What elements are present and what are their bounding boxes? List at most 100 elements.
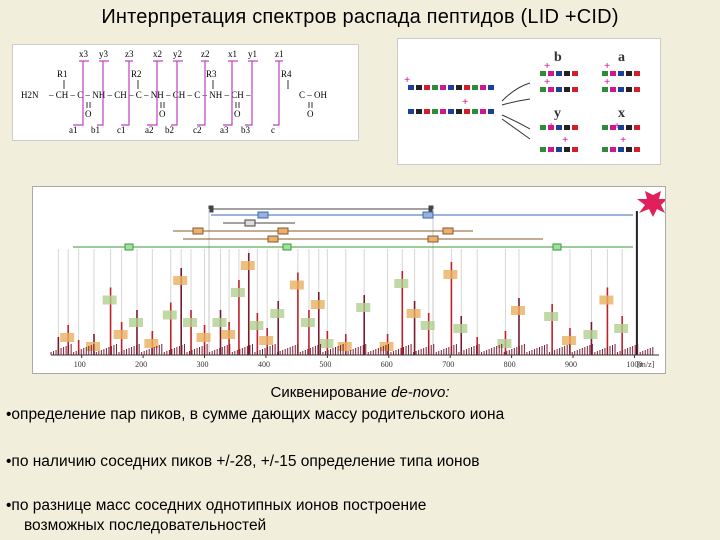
spectrum-plot: 100 200 300 400 500 600 700 800 900 1000 [m/z] [50,191,667,369]
precursor-residue [424,85,430,90]
x-tick-label: 900 [565,360,577,369]
precursor-residue [448,85,454,90]
y-ion-residue [548,125,554,130]
y-ion-residue [556,147,562,152]
precursor-residue [480,109,486,114]
peak-annotation [85,342,100,351]
peak-annotation [162,310,177,320]
sequence-ladders [73,205,633,355]
page-title: Интерпретация спектров распада пептидов … [101,6,619,28]
top-label: z1 [275,49,284,59]
precursor-residue [464,85,470,90]
bullet-text: •по разнице масс соседних однотипных ион… [6,497,427,514]
peak-annotation [337,342,352,351]
peak-annotation [510,306,525,315]
caption-italic: de-novo: [391,384,450,401]
peak-annotation [406,309,421,318]
peak-annotation [544,312,559,321]
bottom-label: a3 [220,125,229,135]
peptide-fragmentation-scheme: x3 y3 z3 x2 y2 z2 x1 y1 z1 R1 R2 R3 R4 H… [12,44,359,141]
peak-annotation [394,279,409,288]
x-tick-label: 1000 [626,360,642,369]
precursor-residue [424,109,430,114]
precursor-residue [440,85,446,90]
y-ion-residue [564,147,570,152]
x-ion-residue [626,147,632,152]
peptide-diagram: x3 y3 z3 x2 y2 z2 x1 y1 z1 R1 R2 R3 R4 H… [21,49,328,135]
bottom-label: a2 [145,125,154,135]
peak-annotation [144,339,159,348]
charge-plus-icon: + [544,76,550,88]
ion-label-b: b [554,50,562,65]
top-label: x3 [79,49,89,59]
o-label: O [85,109,92,119]
x-ion-residue [634,125,640,130]
peak-annotation [249,321,264,330]
y-ion-residue [540,125,546,130]
b-ion-residue [548,71,554,76]
peak-annotation [240,261,255,270]
peak-annotation [319,339,334,348]
x-ion-residue [618,147,624,152]
peak-annotation [356,303,371,312]
peak-annotation [497,339,512,348]
precursor-residue [464,109,470,114]
top-label: y3 [99,49,109,59]
a-ion-residue [634,87,640,92]
x-ion-residue [626,125,632,130]
bullet-point: •по наличию соседних пиков +/-28, +/-15 … [6,453,480,470]
x-ion-residue [602,125,608,130]
svg-text:– CH – C – NH – CH – C – NH –: – CH – C – NH – CH – C – NH – CH – C – N… [48,90,251,100]
o-label: O [307,109,314,119]
ion-label-a: a [618,50,625,65]
a-ion-residue [602,87,608,92]
y-ion-residue [540,147,546,152]
bottom-label: c2 [193,125,202,135]
x-tick-label: 600 [381,360,393,369]
x-tick-label: 100 [74,360,86,369]
peak-annotation [183,318,198,327]
peak-annotation [212,318,227,327]
top-label: x1 [228,49,237,59]
bottom-label: b3 [241,125,251,135]
x-ion-residue [610,125,616,130]
bullet-point: •по разнице масс соседних однотипных ион… [6,496,716,536]
a-ion-residue [626,87,632,92]
y-ion-residue [572,147,578,152]
bottom-label: a1 [69,125,78,135]
b-ion-residue [540,87,546,92]
peak-annotation [599,295,614,305]
b-ion-residue [564,87,570,92]
c-terminus: C – OH [299,90,328,100]
peak-annotation [300,318,315,327]
r-label: R4 [281,69,292,79]
r-label: R3 [206,69,217,79]
y-ion-residue [564,125,570,130]
peak-annotation [221,330,236,339]
peak-annotation [310,300,325,309]
bottom-label: b2 [165,125,174,135]
peak-annotation [420,321,435,330]
top-label: z2 [201,49,210,59]
x-ion-residue [634,147,640,152]
peak-annotation [443,270,458,279]
top-label: x2 [153,49,162,59]
precursor-residue [488,109,494,114]
x-axis-unit: [m/z] [637,360,655,369]
charge-plus-icon: + [604,60,610,72]
y-ion-residue [556,125,562,130]
peak-annotation [230,288,245,297]
y-ion-residue [548,147,554,152]
precursor-residue [472,85,478,90]
precursor-residue [408,109,414,114]
peak-annotation [60,333,75,342]
x-ion-residue [602,147,608,152]
b-ion-residue [572,71,578,76]
peak-annotation [113,330,128,339]
a-ion-residue [610,87,616,92]
ion-types-diagram: b a y x ++++++++++ [397,38,661,165]
peak-annotation [173,276,188,285]
b-ion-residue [564,71,570,76]
a-ion-residue [618,87,624,92]
x-tick-label: 700 [442,360,454,369]
